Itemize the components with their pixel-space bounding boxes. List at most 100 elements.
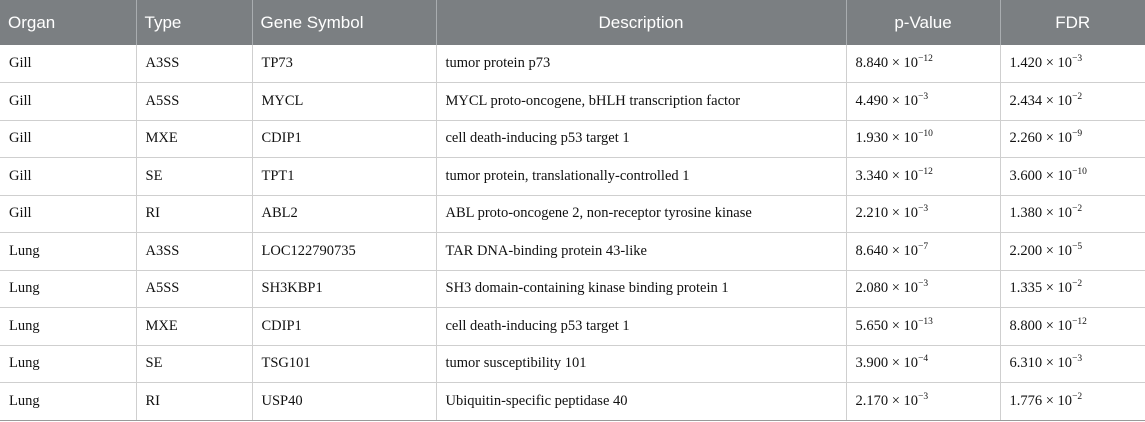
table-row: Gill A3SS TP73 tumor protein p73 8.840 ×…: [0, 45, 1145, 83]
cell-fdr: 1.380 × 10−2: [1000, 195, 1145, 233]
cell-gene-symbol: CDIP1: [252, 307, 437, 346]
cell-gene-symbol: SH3KBP1: [252, 270, 437, 308]
table-row: Gill A5SS MYCL MYCL proto-oncogene, bHLH…: [0, 82, 1145, 121]
cell-type: SE: [136, 345, 253, 383]
cell-organ: Lung: [0, 307, 137, 346]
fdr-exponent: −2: [1072, 391, 1083, 402]
header-row: Organ Type Gene Symbol Description p-Val…: [0, 0, 1145, 45]
cell-type: A3SS: [136, 232, 253, 271]
cell-organ: Lung: [0, 270, 137, 308]
header-type: Type: [136, 0, 253, 45]
p-value-exponent: −4: [918, 354, 929, 365]
cell-fdr: 6.310 × 10−3: [1000, 345, 1145, 383]
fdr-base: 1.335 × 10: [1009, 280, 1073, 297]
table-row: Lung MXE CDIP1 cell death-inducing p53 t…: [0, 307, 1145, 346]
header-p-value: p-Value: [846, 0, 1001, 45]
p-value-base: 4.490 × 10: [855, 92, 919, 109]
cell-p-value: 8.840 × 10−12: [846, 45, 1001, 83]
p-value-base: 5.650 × 10: [855, 317, 919, 334]
cell-description: Ubiquitin-specific peptidase 40: [436, 382, 847, 421]
p-value-base: 3.340 × 10: [855, 167, 919, 184]
cell-gene-symbol: USP40: [252, 382, 437, 421]
cell-fdr: 1.776 × 10−2: [1000, 382, 1145, 421]
cell-gene-symbol: TP73: [252, 45, 437, 83]
p-value-exponent: −3: [918, 91, 929, 102]
p-value-base: 2.080 × 10: [855, 280, 919, 297]
table-header: Organ Type Gene Symbol Description p-Val…: [0, 0, 1145, 45]
p-value-exponent: −7: [918, 241, 929, 252]
fdr-exponent: −2: [1072, 204, 1083, 215]
header-fdr: FDR: [1055, 12, 1091, 32]
table-row: Gill RI ABL2 ABL proto-oncogene 2, non-r…: [0, 195, 1145, 233]
p-value-exponent: −3: [918, 391, 929, 402]
header-gene-symbol: Gene Symbol: [252, 0, 437, 45]
cell-organ: Lung: [0, 232, 137, 271]
cell-p-value: 5.650 × 10−13: [846, 307, 1001, 346]
cell-gene-symbol: MYCL: [252, 82, 437, 121]
p-value-base: 1.930 × 10: [855, 130, 919, 147]
cell-description: tumor protein, translationally-controlle…: [436, 157, 847, 196]
fdr-exponent: −3: [1072, 354, 1083, 365]
cell-description: tumor susceptibility 101: [436, 345, 847, 383]
p-value-exponent: −10: [918, 129, 933, 140]
cell-organ: Gill: [0, 45, 137, 83]
fdr-base: 1.776 × 10: [1009, 392, 1073, 409]
fdr-base: 2.200 × 10: [1009, 242, 1073, 259]
p-value-exponent: −3: [918, 279, 929, 290]
fdr-base: 6.310 × 10: [1009, 355, 1073, 372]
cell-fdr: 2.200 × 10−5: [1000, 232, 1145, 271]
cell-fdr: 1.420 × 10−3: [1000, 45, 1145, 83]
p-value-base: 3.900 × 10: [855, 355, 919, 372]
fdr-base: 1.420 × 10: [1009, 55, 1073, 71]
cell-gene-symbol: LOC122790735: [252, 232, 437, 271]
cell-description: cell death-inducing p53 target 1: [436, 307, 847, 346]
header-description: Description: [436, 0, 847, 45]
fdr-exponent: −9: [1072, 129, 1083, 140]
cell-fdr: 8.800 × 10−12: [1000, 307, 1145, 346]
cell-p-value: 2.170 × 10−3: [846, 382, 1001, 421]
cell-fdr: 2.434 × 10−2: [1000, 82, 1145, 121]
cell-type: SE: [136, 157, 253, 196]
cell-type: A3SS: [136, 45, 253, 83]
cell-type: MXE: [136, 120, 253, 158]
cell-description: TAR DNA-binding protein 43-like: [436, 232, 847, 271]
cell-organ: Lung: [0, 345, 137, 383]
fdr-exponent: −3: [1072, 54, 1083, 64]
fdr-base: 8.800 × 10: [1009, 317, 1073, 334]
fdr-base: 2.434 × 10: [1009, 92, 1073, 109]
cell-gene-symbol: TSG101: [252, 345, 437, 383]
cell-description: tumor protein p73: [436, 45, 847, 83]
p-value-exponent: −12: [918, 54, 933, 64]
table-row: Lung SE TSG101 tumor susceptibility 101 …: [0, 345, 1145, 383]
cell-p-value: 3.900 × 10−4: [846, 345, 1001, 383]
cell-p-value: 2.080 × 10−3: [846, 270, 1001, 308]
cell-type: RI: [136, 382, 253, 421]
fdr-base: 3.600 × 10: [1009, 167, 1073, 184]
cell-p-value: 2.210 × 10−3: [846, 195, 1001, 233]
p-value-base: 8.840 × 10: [855, 55, 919, 71]
cell-gene-symbol: CDIP1: [252, 120, 437, 158]
cell-organ: Gill: [0, 195, 137, 233]
table-row: Gill MXE CDIP1 cell death-inducing p53 t…: [0, 120, 1145, 158]
table-row: Lung RI USP40 Ubiquitin-specific peptida…: [0, 382, 1145, 421]
cell-fdr: 2.260 × 10−9: [1000, 120, 1145, 158]
fdr-exponent: −2: [1072, 279, 1083, 290]
p-value-base: 2.170 × 10: [855, 392, 919, 409]
cell-gene-symbol: TPT1: [252, 157, 437, 196]
cell-organ: Lung: [0, 382, 137, 421]
cell-p-value: 8.640 × 10−7: [846, 232, 1001, 271]
cell-type: A5SS: [136, 270, 253, 308]
fdr-exponent: −5: [1072, 241, 1083, 252]
table-row: Lung A3SS LOC122790735 TAR DNA-binding p…: [0, 232, 1145, 271]
p-value-exponent: −12: [918, 166, 933, 177]
fdr-exponent: −10: [1072, 166, 1087, 177]
cell-description: ABL proto-oncogene 2, non-receptor tyros…: [436, 195, 847, 233]
table-row: Gill SE TPT1 tumor protein, translationa…: [0, 157, 1145, 196]
cell-p-value: 3.340 × 10−12: [846, 157, 1001, 196]
cell-type: RI: [136, 195, 253, 233]
table-body: Gill A3SS TP73 tumor protein p73 8.840 ×…: [0, 45, 1145, 421]
p-value-exponent: −3: [918, 204, 929, 215]
p-value-exponent: −13: [918, 316, 933, 327]
cell-fdr: 1.335 × 10−2: [1000, 270, 1145, 308]
